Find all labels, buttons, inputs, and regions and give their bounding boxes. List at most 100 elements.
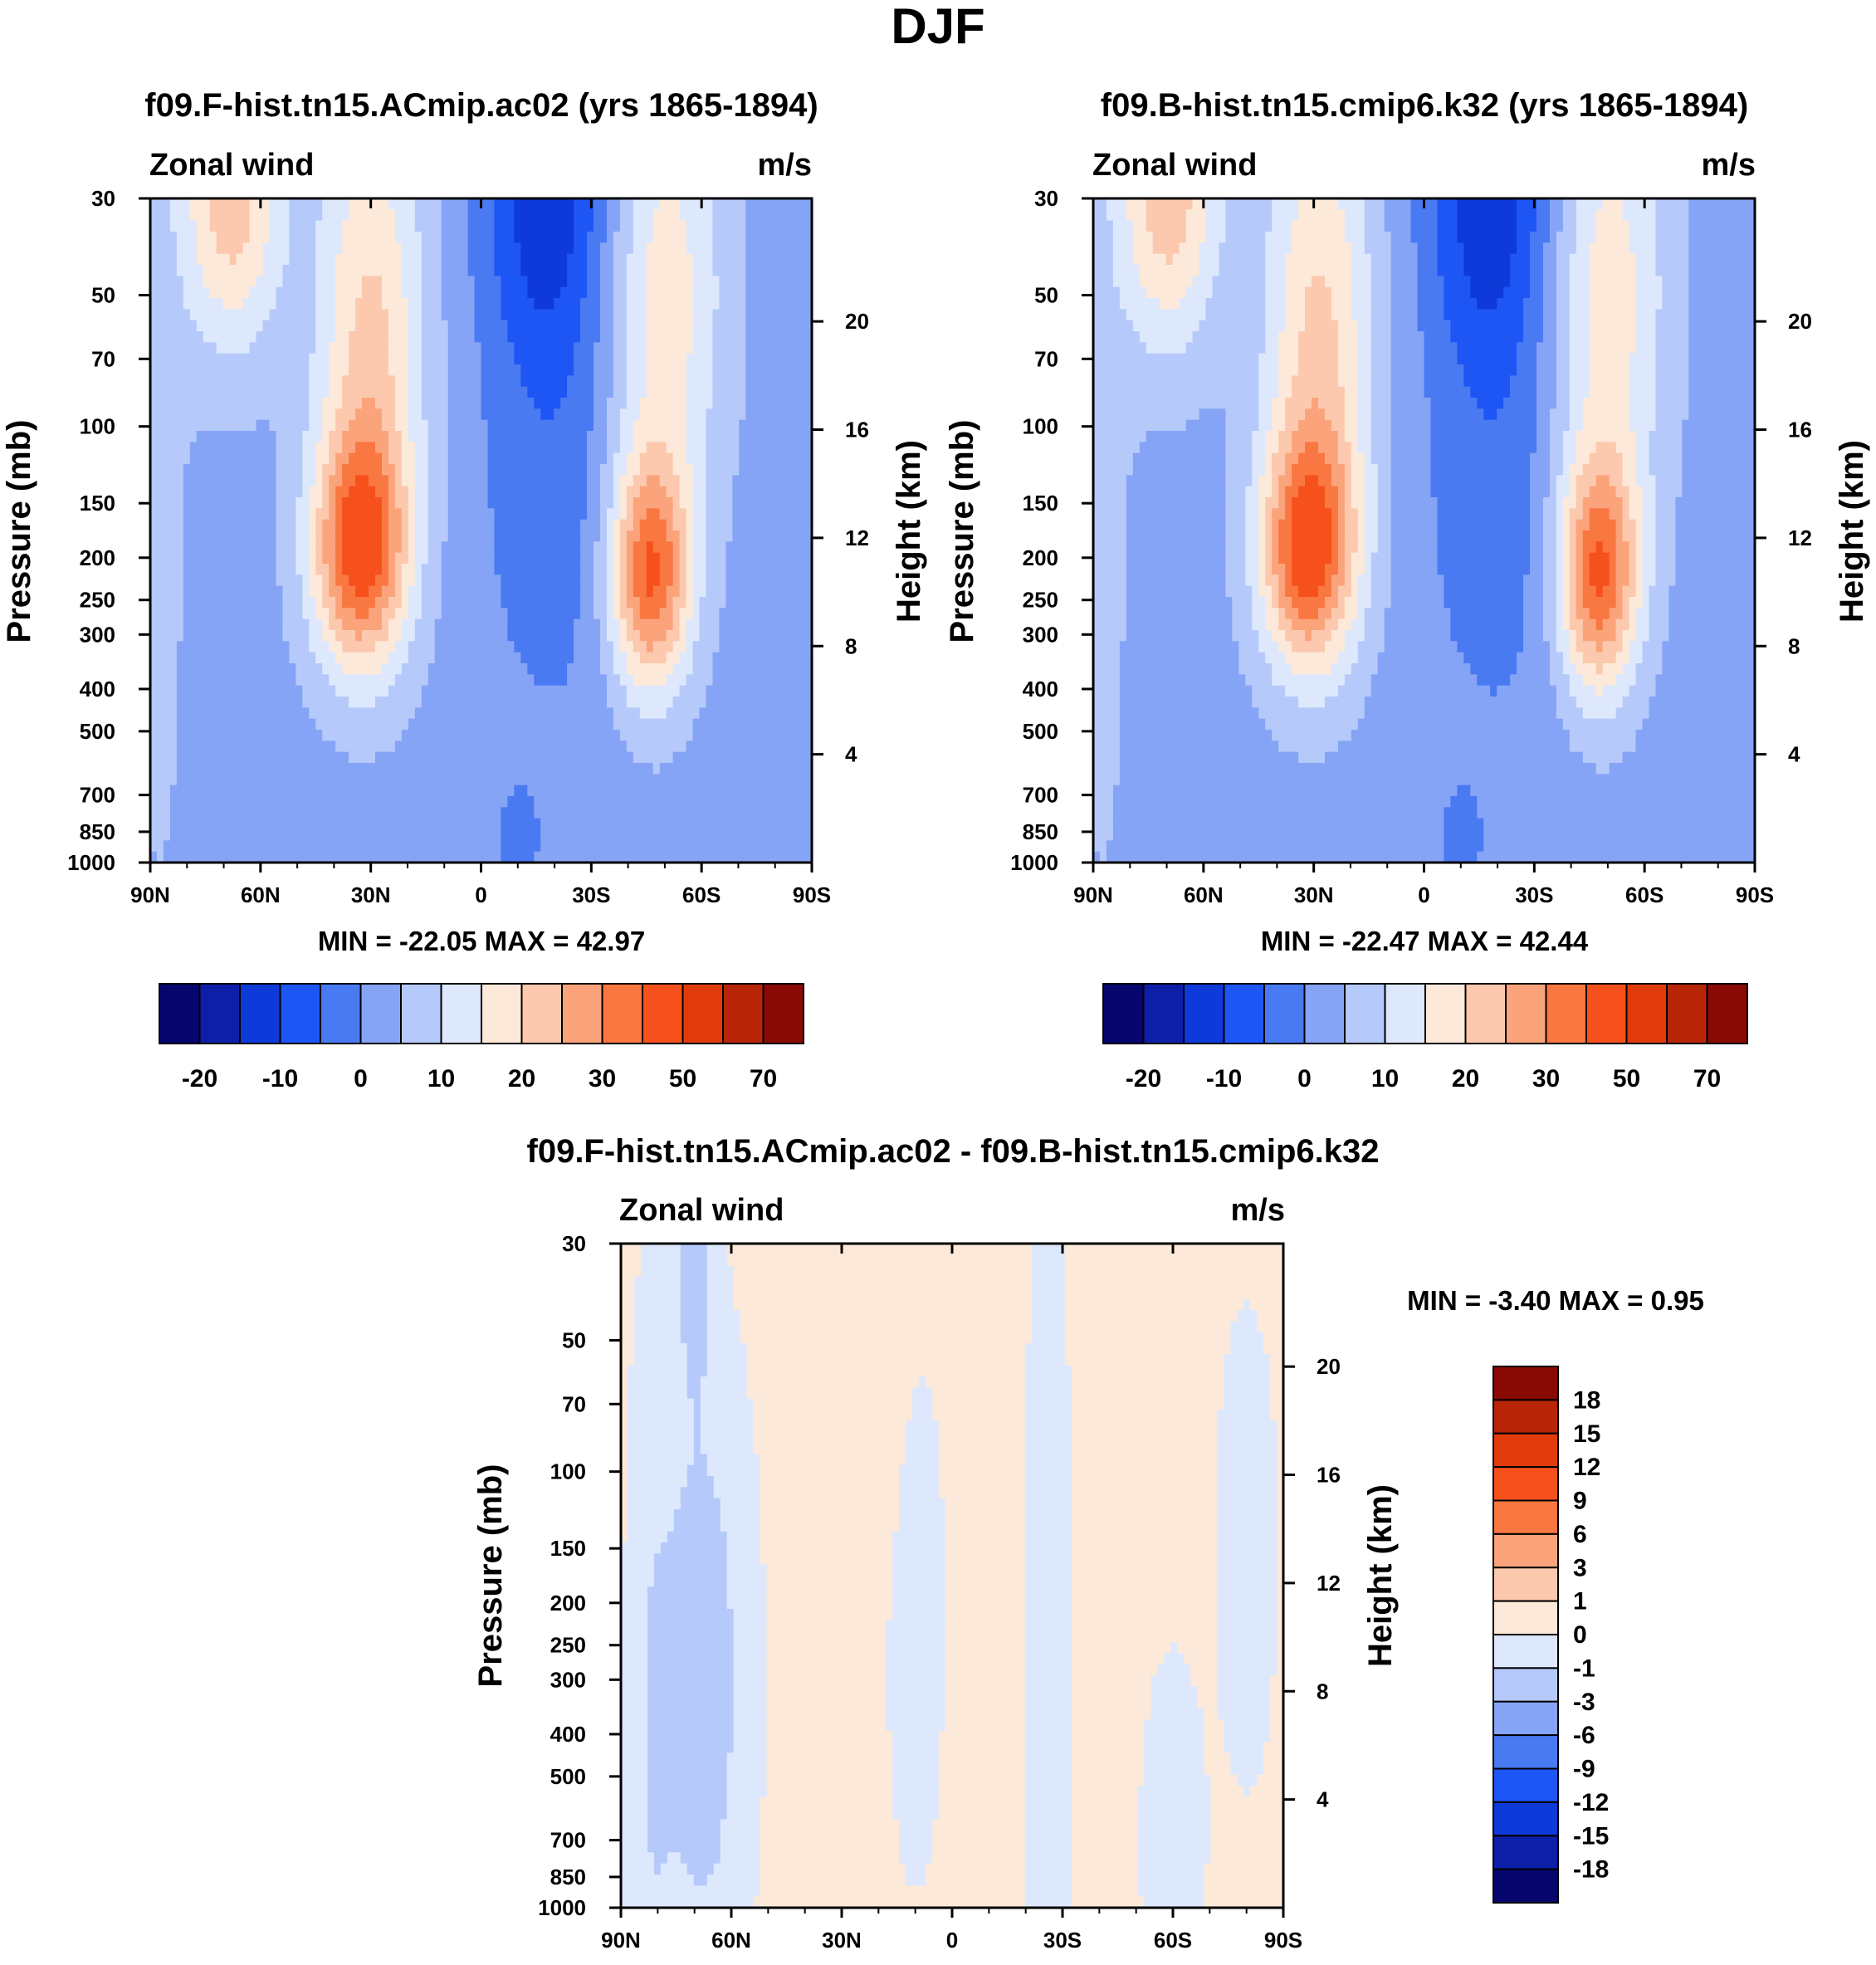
contour-cell xyxy=(725,220,733,232)
contour-cell xyxy=(527,497,535,509)
contour-cell xyxy=(580,209,588,222)
contour-cell xyxy=(507,685,515,697)
contour-cell xyxy=(606,530,614,542)
contour-cell xyxy=(355,718,363,731)
contour-cell xyxy=(296,508,303,521)
contour-cell xyxy=(296,375,303,388)
contour-cell xyxy=(349,442,356,454)
contour-cell xyxy=(176,286,184,299)
contour-cell xyxy=(150,475,158,487)
contour-cell xyxy=(712,408,721,421)
contour-cell xyxy=(454,320,462,332)
contour-cell xyxy=(574,452,581,465)
contour-cell xyxy=(322,309,330,321)
contour-cell xyxy=(613,452,621,465)
contour-cell xyxy=(276,741,283,753)
contour-cell xyxy=(712,530,721,542)
contour-cell xyxy=(587,342,594,354)
contour-cell xyxy=(454,663,462,675)
contour-cell xyxy=(269,364,277,376)
contour-cell xyxy=(262,519,271,531)
contour-cell xyxy=(580,697,588,708)
contour-cell xyxy=(547,209,554,222)
variable-label: Zonal wind xyxy=(149,148,314,183)
contour-cell xyxy=(474,597,482,609)
contour-cell xyxy=(381,730,389,741)
contour-cell xyxy=(176,408,184,421)
contour-cell xyxy=(434,276,442,288)
contour-cell xyxy=(487,209,496,222)
contour-cell xyxy=(805,597,813,609)
contour-cell xyxy=(302,541,310,554)
contour-cell xyxy=(169,353,178,365)
contour-cell xyxy=(196,353,204,365)
contour-cell xyxy=(560,442,568,454)
contour-cell xyxy=(434,220,442,232)
contour-cell xyxy=(779,508,786,521)
contour-cell xyxy=(719,618,726,631)
contour-cell xyxy=(514,242,521,255)
contour-cell xyxy=(719,707,726,720)
contour-cell xyxy=(276,408,283,421)
contour-cell xyxy=(646,398,654,409)
contour-cell xyxy=(626,286,634,299)
contour-cell xyxy=(362,398,369,409)
contour-cell xyxy=(580,364,588,376)
contour-cell xyxy=(692,298,701,310)
contour-cell xyxy=(474,298,482,310)
contour-cell xyxy=(580,530,588,542)
contour-cell xyxy=(567,375,574,388)
contour-cell xyxy=(150,452,158,465)
contour-cell xyxy=(534,585,541,598)
contour-cell xyxy=(759,442,766,454)
contour-cell xyxy=(349,298,356,310)
contour-cell xyxy=(745,253,753,266)
contour-cell xyxy=(441,375,449,388)
contour-cell xyxy=(725,618,733,631)
contour-cell xyxy=(772,585,779,598)
contour-cell xyxy=(613,298,621,310)
contour-cell xyxy=(481,431,489,442)
contour-cell xyxy=(262,309,271,321)
contour-cell xyxy=(262,364,271,376)
contour-cell xyxy=(421,320,429,332)
contour-cell xyxy=(262,663,271,675)
contour-cell xyxy=(242,309,251,321)
contour-cell xyxy=(792,574,799,587)
contour-cell xyxy=(779,442,786,454)
contour-cell xyxy=(527,608,535,620)
contour-cell xyxy=(156,232,164,243)
contour-cell xyxy=(739,220,746,232)
contour-cell xyxy=(342,253,349,266)
contour-cell xyxy=(487,574,496,587)
contour-cell xyxy=(374,442,383,454)
contour-cell xyxy=(414,364,423,376)
contour-cell xyxy=(507,497,515,509)
contour-cell xyxy=(679,718,687,731)
contour-cell xyxy=(441,741,449,753)
contour-cell xyxy=(474,618,482,631)
contour-cell xyxy=(765,707,773,720)
contour-cell xyxy=(501,697,508,708)
contour-cell xyxy=(242,697,251,708)
contour-cell xyxy=(282,398,290,409)
contour-cell xyxy=(560,375,568,388)
contour-cell xyxy=(534,375,541,388)
contour-cell xyxy=(229,685,237,697)
contour-cell xyxy=(706,419,714,432)
contour-cell xyxy=(408,232,416,243)
contour-cell xyxy=(494,608,502,620)
contour-cell xyxy=(474,608,482,620)
contour-cell xyxy=(216,209,224,222)
contour-cell xyxy=(540,286,548,299)
contour-cell xyxy=(712,497,721,509)
contour-cell xyxy=(434,497,442,509)
contour-cell xyxy=(725,718,733,731)
contour-cell xyxy=(169,585,178,598)
contour-cell xyxy=(779,497,786,509)
contour-cell xyxy=(454,309,462,321)
contour-cell xyxy=(262,674,271,687)
contour-cell xyxy=(362,253,369,266)
contour-cell xyxy=(626,386,634,398)
contour-cell xyxy=(289,530,296,542)
